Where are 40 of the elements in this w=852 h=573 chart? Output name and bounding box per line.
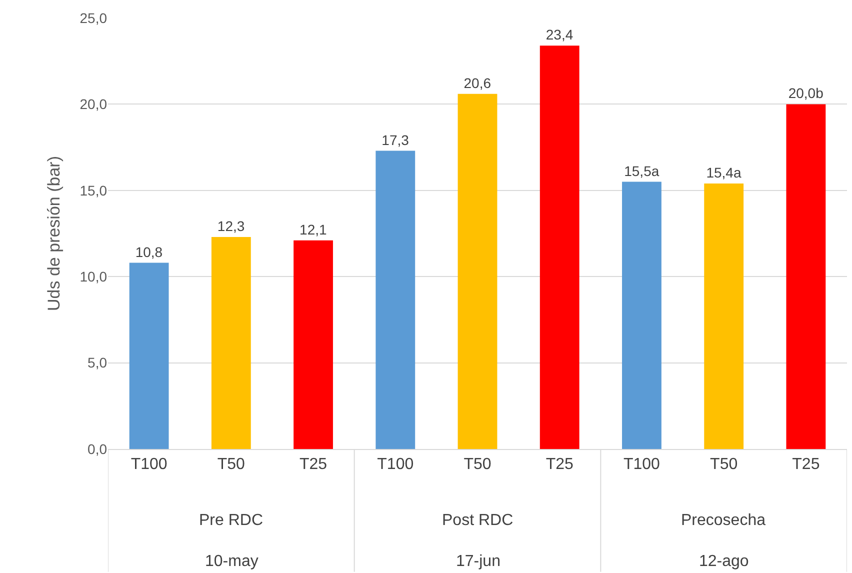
y-tick-label: 10,0 <box>80 268 108 284</box>
y-tick-label: 20,0 <box>80 96 108 112</box>
text: 10-may <box>205 553 258 570</box>
y-tick-label: 5,0 <box>88 354 108 371</box>
x-tick-label: T100 <box>130 456 168 474</box>
data-label: 12,1 <box>300 221 328 238</box>
x-tick-label: T25 <box>546 456 574 474</box>
x-tick-label: T25 <box>792 456 820 474</box>
data-label: 15,4a <box>706 164 742 180</box>
y-tick-label: 25,0 <box>80 10 108 26</box>
x-tick-label: T50 <box>217 456 246 474</box>
x-tick-label: T50 <box>464 456 492 474</box>
data-label: 17,3 <box>382 132 410 148</box>
bar <box>622 182 662 449</box>
x-tick-label: T100 <box>623 456 660 474</box>
x-tick-label: T25 <box>299 456 328 474</box>
data-label: 12,3 <box>217 218 245 234</box>
bar <box>540 46 580 449</box>
y-tick-label: 0,0 <box>88 440 108 457</box>
data-label: 10,8 <box>135 244 163 260</box>
text: 12-ago <box>699 553 749 570</box>
data-label: 20,6 <box>464 74 492 91</box>
text: Post RDC <box>442 512 514 529</box>
bar <box>704 184 744 449</box>
x-tick-label: T50 <box>710 456 738 474</box>
data-label: 15,5a <box>624 162 660 179</box>
bar <box>211 236 251 449</box>
bar <box>786 104 826 449</box>
text: Pre RDC <box>199 512 264 529</box>
bar <box>129 262 169 449</box>
data-label: 23,4 <box>546 26 574 43</box>
y-axis-title: Uds de presión (bar) <box>44 156 64 311</box>
bar <box>294 240 333 449</box>
text: Precosecha <box>681 512 766 529</box>
y-tick-label: 15,0 <box>80 182 108 198</box>
bar <box>458 94 498 449</box>
bar <box>376 150 416 449</box>
x-tick-label: T100 <box>377 456 414 474</box>
data-label: 20,0b <box>788 85 824 102</box>
text: 17-jun <box>456 553 500 570</box>
